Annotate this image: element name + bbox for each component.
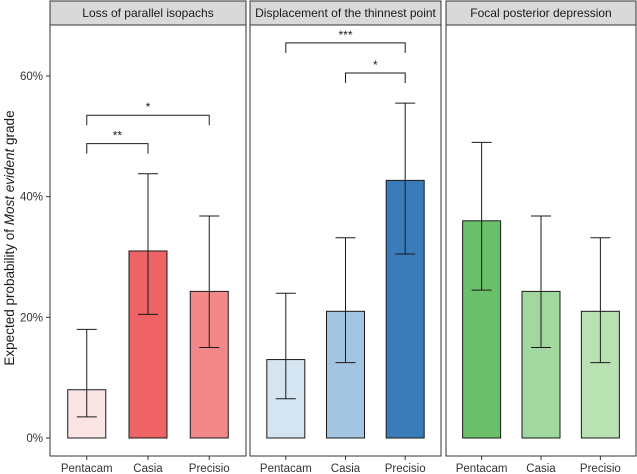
y-axis-label-part-2: grade xyxy=(2,110,17,148)
panel-1: Loss of parallel isopachs Pentacam Casia Pr… xyxy=(49,0,247,474)
x-tick-label: Precisio xyxy=(580,463,621,474)
x-tick-label: Precisio xyxy=(385,463,426,474)
significance-label: ** xyxy=(113,129,123,143)
x-tick-label: Casia xyxy=(331,463,361,474)
panel-strip xyxy=(49,0,247,26)
x-tick-label: Pentacam xyxy=(61,463,113,474)
y-tick-label: 60% xyxy=(20,71,43,83)
x-tick-label: Pentacam xyxy=(260,463,312,474)
panel-strip xyxy=(445,0,637,26)
significance-label: * xyxy=(373,58,378,72)
y-tick-label: 20% xyxy=(20,312,43,324)
significance-label: * xyxy=(146,100,151,114)
x-tick-label: Precisio xyxy=(189,463,230,474)
significance-bracket xyxy=(345,72,406,83)
y-tick-label: 0% xyxy=(26,433,43,445)
y-axis-label-emphasis: Most evident xyxy=(2,147,17,225)
y-tick-label: 40% xyxy=(20,192,43,204)
significance-label: *** xyxy=(338,28,352,42)
x-tick-label: Casia xyxy=(133,463,163,474)
panel-title: Displacement of the thinnest point xyxy=(255,6,436,20)
significance-bracket xyxy=(86,143,149,154)
panel-title: Focal posterior depression xyxy=(470,6,611,20)
panel-title: Loss of parallel isopachs xyxy=(82,6,213,20)
y-axis-label-part-1: Expected probability of xyxy=(2,225,17,365)
plot-layer: 0% 20% 40% 60% Loss of parallel isopachs Pent… xyxy=(20,0,637,474)
y-axis-label: Expected probability of Most evident gra… xyxy=(2,110,17,365)
panel-3: Focal posterior depression Pentacam Casia P… xyxy=(445,0,637,474)
panel-2: Displacement of the thinnest point Pentac… xyxy=(249,0,442,474)
significance-bracket xyxy=(86,114,210,126)
x-tick-label: Pentacam xyxy=(456,463,508,474)
x-tick-label: Casia xyxy=(526,463,556,474)
significance-bracket xyxy=(285,42,406,53)
